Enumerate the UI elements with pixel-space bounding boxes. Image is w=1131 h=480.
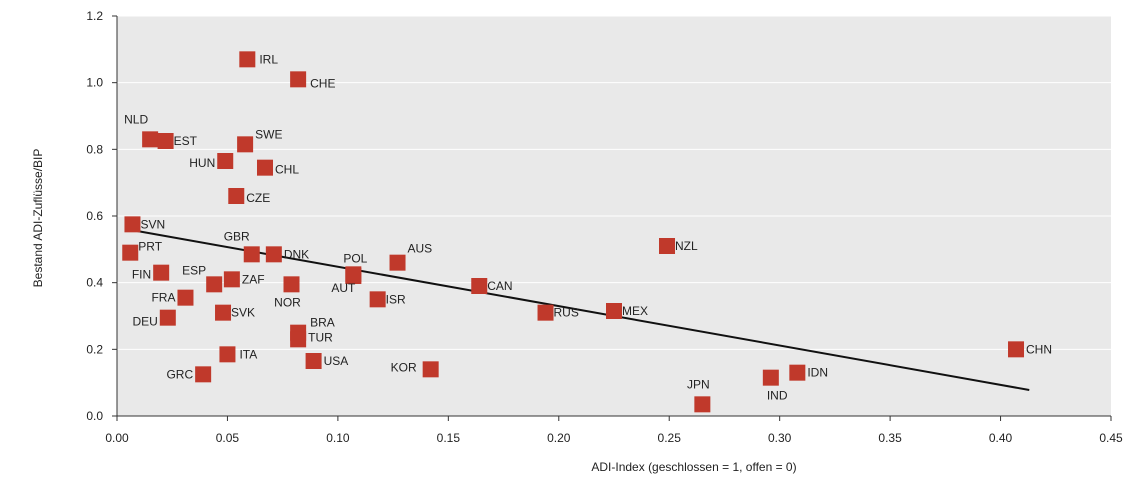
data-point-cze	[228, 188, 245, 204]
y-tick-label: 1.0	[86, 76, 103, 90]
data-point-zaf	[223, 271, 240, 288]
point-label-cze: CZE	[246, 191, 270, 205]
data-point-svk	[215, 304, 232, 321]
point-label-kor: KOR	[391, 360, 417, 374]
axes: 0.0 0.2 0.4 0.6 0.8 1.0 1.2 0.00 0.05 0.10 0.15 0.2…	[86, 9, 1123, 445]
point-label-isr: ISR	[386, 292, 406, 306]
data-point-chn	[1008, 341, 1025, 358]
point-label-chl: CHL	[275, 163, 299, 177]
data-point-usa	[305, 353, 322, 369]
y-tick-label: 0.4	[86, 276, 103, 290]
data-point-svn	[124, 216, 141, 233]
point-label-dnk: DNK	[284, 247, 309, 261]
data-point-aut	[345, 268, 362, 284]
data-point-nzl	[659, 238, 676, 254]
point-label-gbr: GBR	[224, 229, 250, 243]
point-label-rus: RUS	[554, 306, 579, 320]
data-point-fin	[153, 264, 170, 281]
x-axis-title: ADI-Index (geschlossen = 1, offen = 0)	[591, 460, 796, 474]
x-tick-label: 0.05	[216, 431, 240, 445]
data-point-deu	[159, 309, 176, 326]
x-tick-label: 0.30	[768, 431, 792, 445]
x-tick-label: 0.20	[547, 431, 571, 445]
data-point-che	[290, 71, 307, 88]
point-label-pol: POL	[343, 251, 367, 265]
data-point-grc	[195, 366, 212, 383]
data-point-can	[471, 278, 488, 294]
data-point-idn	[789, 364, 806, 381]
data-point-irl	[239, 51, 256, 68]
x-tick-label: 0.00	[105, 431, 129, 445]
point-label-est: EST	[174, 134, 198, 148]
point-label-zaf: ZAF	[242, 272, 265, 286]
x-tick-label: 0.15	[437, 431, 461, 445]
x-tick-label: 0.10	[326, 431, 350, 445]
data-point-rus	[537, 304, 554, 321]
y-tick-label: 0.6	[86, 209, 103, 223]
point-label-chn: CHN	[1026, 342, 1052, 356]
point-label-jpn: JPN	[687, 377, 710, 391]
point-label-esp: ESP	[182, 263, 206, 277]
data-point-isr	[369, 291, 386, 308]
point-label-usa: USA	[324, 354, 349, 368]
point-label-idn: IDN	[807, 366, 828, 380]
point-label-can: CAN	[487, 279, 512, 293]
point-label-nzl: NZL	[675, 239, 698, 253]
point-label-aut: AUT	[331, 281, 356, 295]
y-tick-label: 0.0	[86, 409, 103, 423]
data-point-kor	[422, 361, 439, 378]
point-label-deu: DEU	[132, 315, 157, 329]
point-label-fra: FRA	[151, 291, 175, 305]
point-label-prt: PRT	[138, 240, 162, 254]
point-label-bra: BRA	[310, 316, 335, 330]
point-label-fin: FIN	[132, 268, 151, 282]
point-label-svk: SVK	[231, 306, 255, 320]
point-label-svn: SVN	[140, 217, 165, 231]
point-label-tur: TUR	[308, 330, 333, 344]
points-group: IRL CHE NLD EST SWE HUN CHL CZE SVN PRT GBR DNK POL A…	[122, 51, 1052, 413]
data-point-swe	[237, 136, 254, 153]
data-point-nld	[142, 131, 159, 148]
data-point-mex	[606, 303, 622, 319]
data-point-esp	[206, 276, 223, 293]
data-point-gbr	[243, 246, 260, 263]
grid-lines	[117, 15, 1111, 350]
data-point-ita	[219, 346, 236, 363]
data-point-hun	[217, 153, 234, 169]
data-point-chl	[256, 159, 273, 176]
data-point-tur	[290, 331, 307, 348]
x-tick-label: 0.45	[1099, 431, 1123, 445]
point-label-irl: IRL	[259, 52, 278, 66]
data-point-ind	[762, 369, 779, 386]
point-label-hun: HUN	[189, 156, 215, 170]
y-axis-title: Bestand ADI-Zuflüsse/BIP	[31, 149, 45, 288]
data-point-dnk	[265, 246, 282, 263]
data-point-fra	[177, 289, 194, 306]
y-tick-label: 0.8	[86, 142, 103, 156]
data-point-est	[157, 133, 174, 149]
x-tick-label: 0.25	[658, 431, 682, 445]
point-label-grc: GRC	[166, 367, 193, 381]
point-label-aus: AUS	[408, 242, 433, 256]
x-tick-label: 0.35	[878, 431, 902, 445]
point-label-swe: SWE	[255, 127, 282, 141]
point-label-mex: MEX	[622, 304, 648, 318]
data-point-nor	[283, 276, 300, 293]
x-tick-label: 0.40	[989, 431, 1013, 445]
point-label-ind: IND	[767, 389, 788, 403]
y-tick-label: 1.2	[86, 9, 103, 23]
point-label-nor: NOR	[274, 295, 301, 309]
data-point-jpn	[694, 396, 711, 413]
point-label-che: CHE	[310, 76, 335, 90]
y-tick-label: 0.2	[86, 342, 103, 356]
point-label-nld: NLD	[124, 112, 148, 126]
point-label-ita: ITA	[239, 347, 257, 361]
data-point-prt	[122, 244, 139, 261]
data-point-aus	[389, 254, 406, 271]
